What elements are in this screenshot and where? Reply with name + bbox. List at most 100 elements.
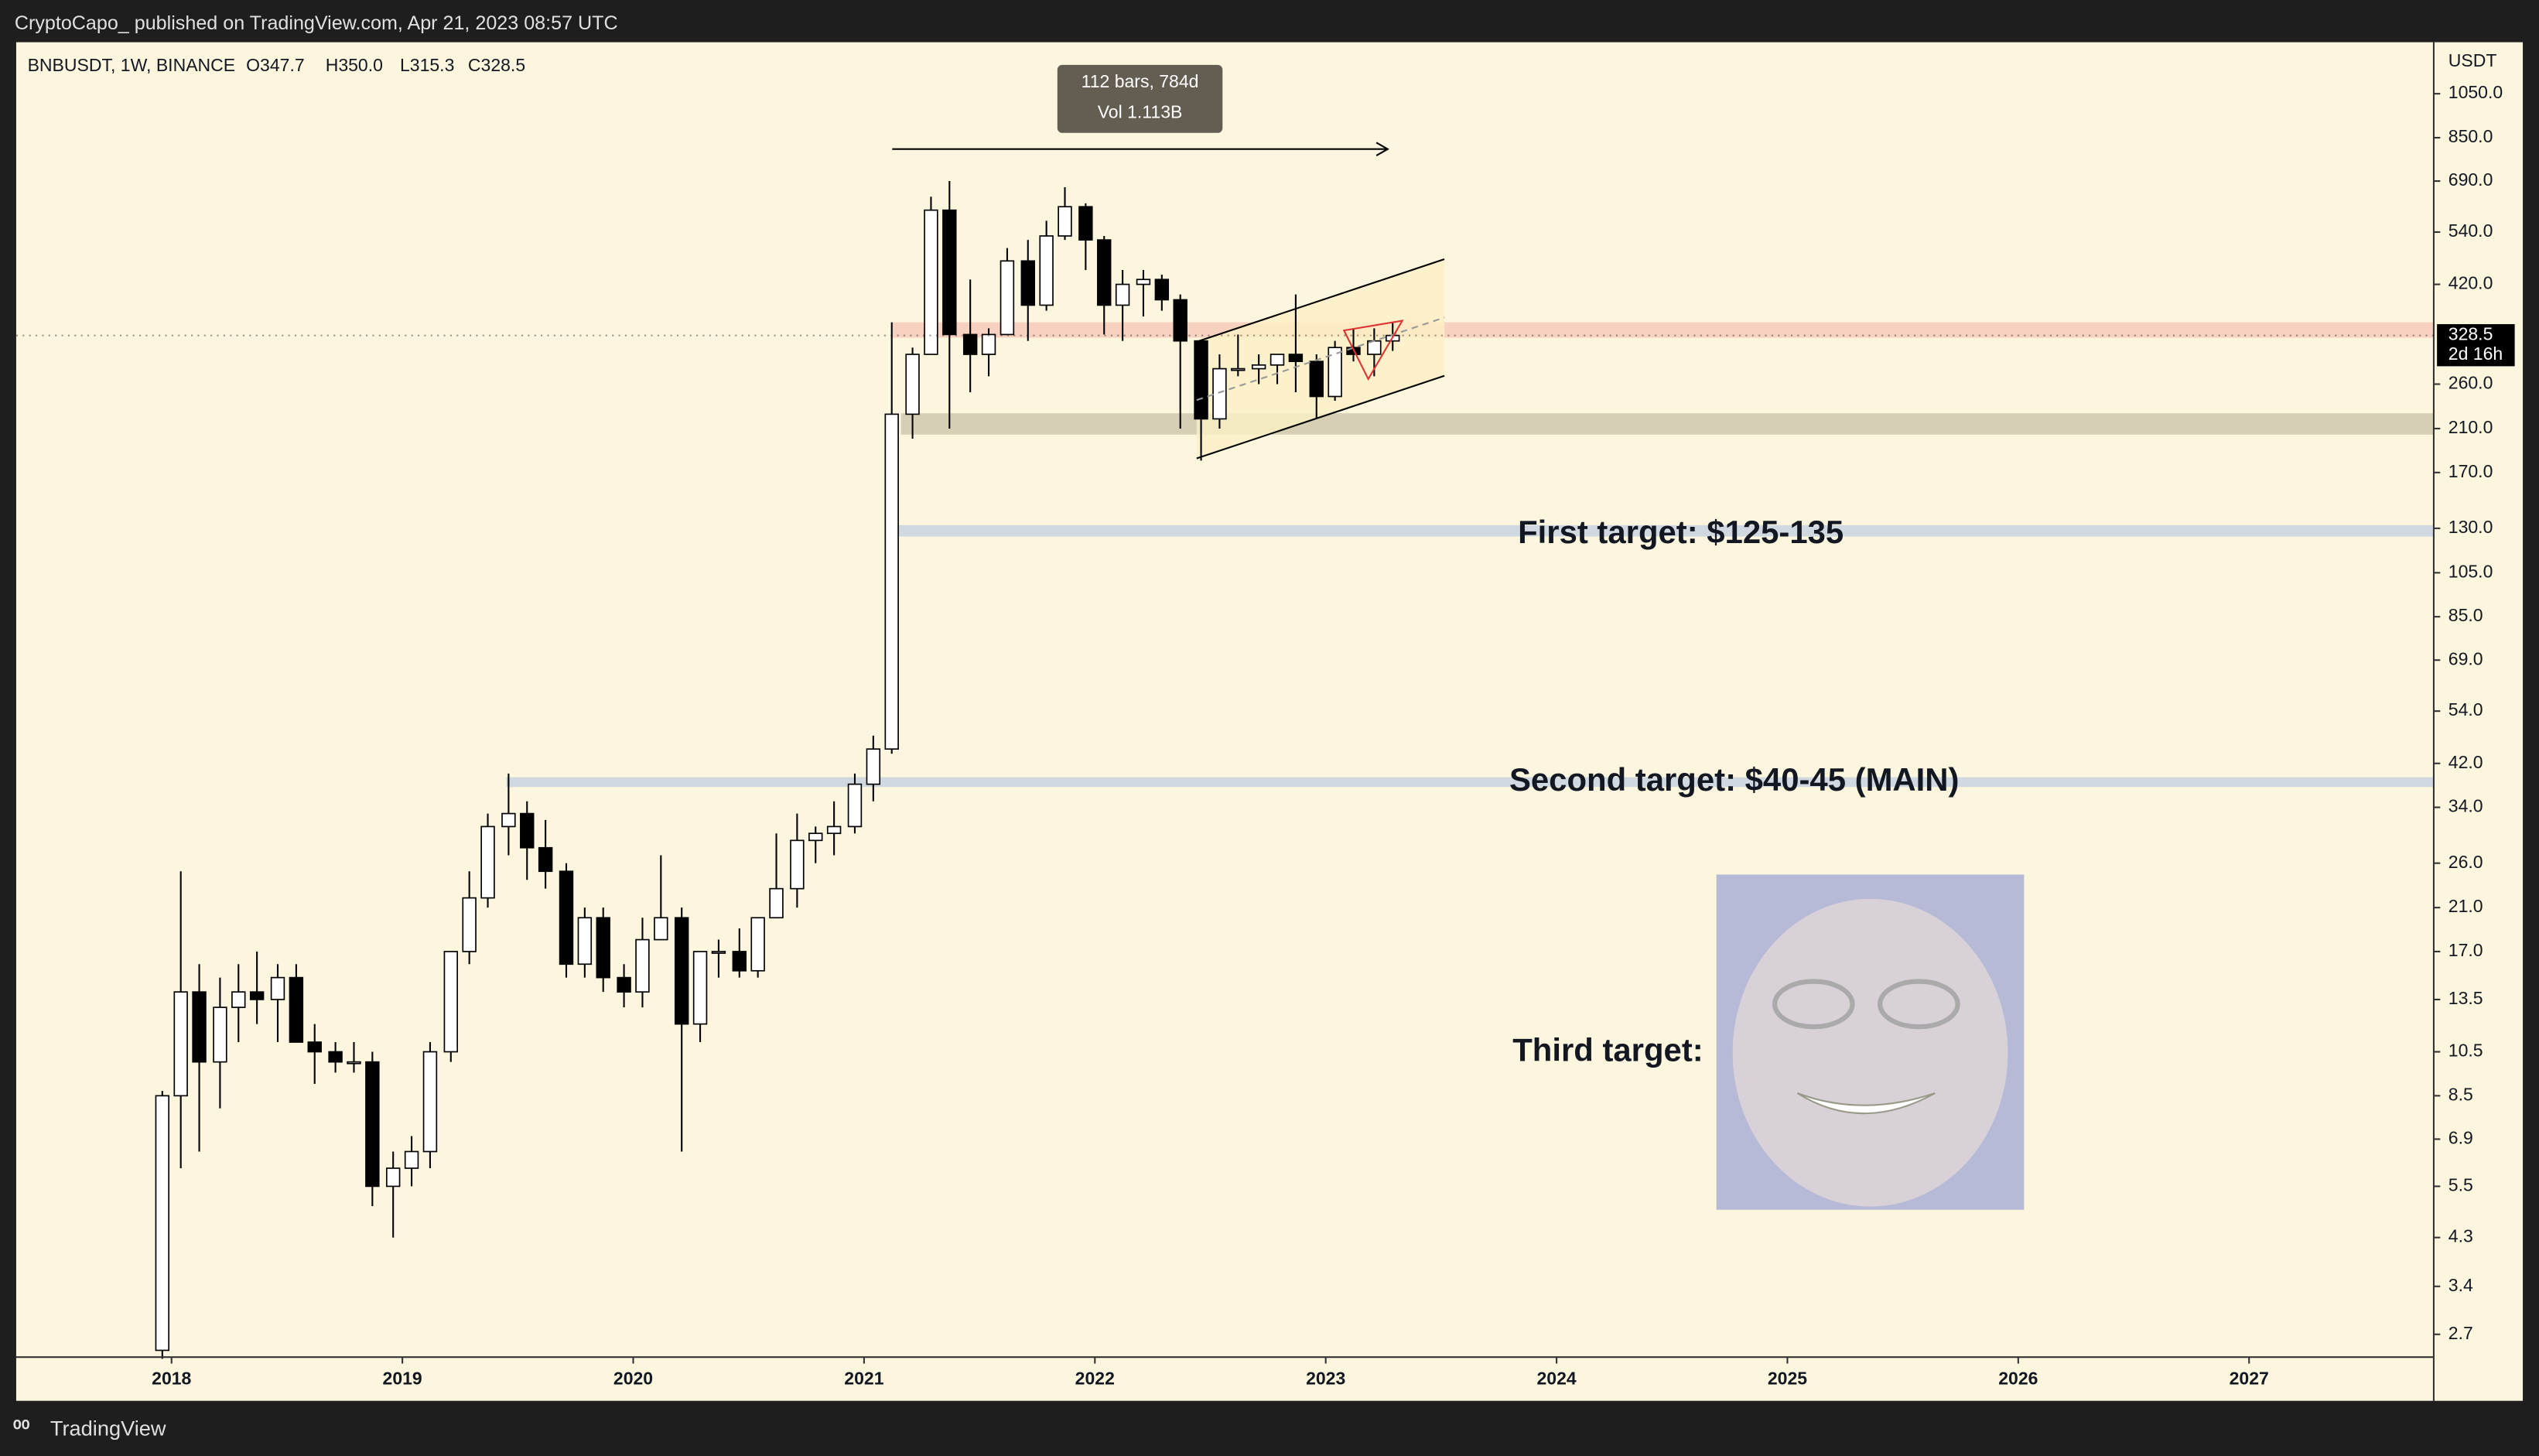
candle-body: [520, 812, 535, 849]
candle-body: [1058, 206, 1072, 237]
candle-body: [559, 870, 574, 966]
candle-body: [1194, 340, 1208, 420]
candle-body: [462, 897, 477, 952]
x-tick-label: 2023: [1306, 1369, 1345, 1389]
y-tick-label: 34.0: [2448, 796, 2483, 816]
y-tick-label: 8.5: [2448, 1084, 2473, 1104]
candle-body: [790, 839, 805, 890]
candle-body: [1000, 260, 1015, 336]
symbol: BNBUSDT, 1W, BINANCE: [28, 55, 236, 75]
y-tick-label: 130.0: [2448, 517, 2493, 537]
price-tag: [2437, 323, 2515, 367]
x-tick-label: 2020: [613, 1369, 653, 1389]
x-tick-label: 2024: [1536, 1369, 1576, 1389]
candle-body: [617, 976, 631, 993]
channel-lower: [1196, 374, 1445, 460]
y-tick-label: 26.0: [2448, 852, 2483, 872]
candle-body: [1115, 283, 1130, 306]
candle-body: [981, 333, 996, 355]
y-tick-label: 2.7: [2448, 1323, 2473, 1343]
annotation: First target: $125-135: [1518, 514, 1844, 550]
x-tick-label: 2021: [844, 1369, 883, 1389]
y-tick-label: 420.0: [2448, 273, 2493, 293]
y-tick-label: 10.5: [2448, 1041, 2483, 1061]
candle-body: [962, 333, 978, 355]
candle-body: [213, 1007, 227, 1063]
y-tick-label: 5.5: [2448, 1174, 2473, 1195]
candle-body: [443, 951, 459, 1053]
candle-body: [1251, 364, 1266, 370]
candle-body: [385, 1167, 401, 1188]
candle-body: [1288, 354, 1304, 362]
candle-body: [1309, 361, 1324, 398]
candle-body: [1231, 367, 1246, 371]
candle-body: [192, 991, 207, 1063]
candle-body: [173, 991, 188, 1097]
publisher: CryptoCapo_ published on TradingView.com…: [15, 12, 618, 34]
y-tick-label: 85.0: [2448, 605, 2483, 625]
channel-mid: [1196, 316, 1445, 402]
candle-body: [942, 209, 957, 336]
ohlc: C328.5: [468, 55, 525, 75]
candle-body: [847, 783, 863, 828]
logo-icon: ⁰⁰: [13, 1417, 30, 1441]
candle-body: [289, 976, 304, 1043]
arrow-head: [1375, 142, 1389, 156]
candle-body: [692, 951, 708, 1025]
candle-body: [732, 951, 747, 972]
candle-body: [635, 938, 650, 993]
annotation: Third target:: [1512, 1032, 1703, 1068]
x-tick-label: 2027: [2230, 1369, 2269, 1389]
candle-body: [249, 991, 265, 1000]
candle-body: [1154, 279, 1170, 301]
candle-body: [577, 917, 593, 966]
measure-volume: Vol 1.113B: [1098, 102, 1183, 122]
candle-body: [422, 1051, 438, 1153]
candle-body: [750, 917, 765, 972]
candle-body: [501, 812, 516, 828]
chart-area: [15, 42, 2524, 1401]
y-tick-label: 17.0: [2448, 940, 2483, 960]
candle-body: [924, 209, 938, 355]
zone: [506, 777, 2434, 788]
y-tick-label: 54.0: [2448, 699, 2483, 719]
zone: [900, 413, 2434, 435]
candle-body: [404, 1150, 419, 1169]
candle-body: [596, 917, 610, 979]
candle-body: [905, 354, 920, 415]
y-tick-label: 3.4: [2448, 1275, 2473, 1295]
y-tick-label: 1050.0: [2448, 82, 2503, 102]
y-tick-label: 690.0: [2448, 169, 2493, 190]
channel-upper: [1196, 258, 1445, 343]
candle-body: [1173, 299, 1187, 342]
meme-image: [1716, 874, 2025, 1210]
candle-body: [674, 917, 689, 1025]
ohlc: L315.3: [400, 55, 454, 75]
candle-body: [769, 887, 784, 919]
candle-body: [1039, 235, 1054, 306]
y-tick-label: 210.0: [2448, 417, 2493, 437]
candle-body: [884, 413, 899, 750]
y-tick-label: 260.0: [2448, 373, 2493, 393]
y-tick-label: 540.0: [2448, 220, 2493, 241]
annotation: Second target: $40-45 (MAIN): [1509, 761, 1960, 798]
candle-body: [155, 1095, 170, 1352]
candle-body: [347, 1061, 361, 1065]
candle-body: [328, 1051, 343, 1063]
footer-logo[interactable]: TradingView: [50, 1417, 166, 1441]
y-tick-label: 6.9: [2448, 1128, 2473, 1148]
candle-body: [866, 748, 881, 785]
candle-body: [480, 825, 495, 899]
y-tick-label: 850.0: [2448, 126, 2493, 146]
candle-body: [1136, 279, 1151, 285]
ohlc: H350.0: [326, 55, 383, 75]
candle-body: [1097, 239, 1112, 306]
candle-body: [307, 1041, 322, 1053]
candle-body: [231, 991, 246, 1008]
ohlc: O347.7: [246, 55, 305, 75]
y-tick-label: 105.0: [2448, 561, 2493, 581]
candle-body: [1270, 354, 1285, 366]
y-tick-label: 13.5: [2448, 988, 2483, 1008]
candle-body: [826, 825, 842, 835]
